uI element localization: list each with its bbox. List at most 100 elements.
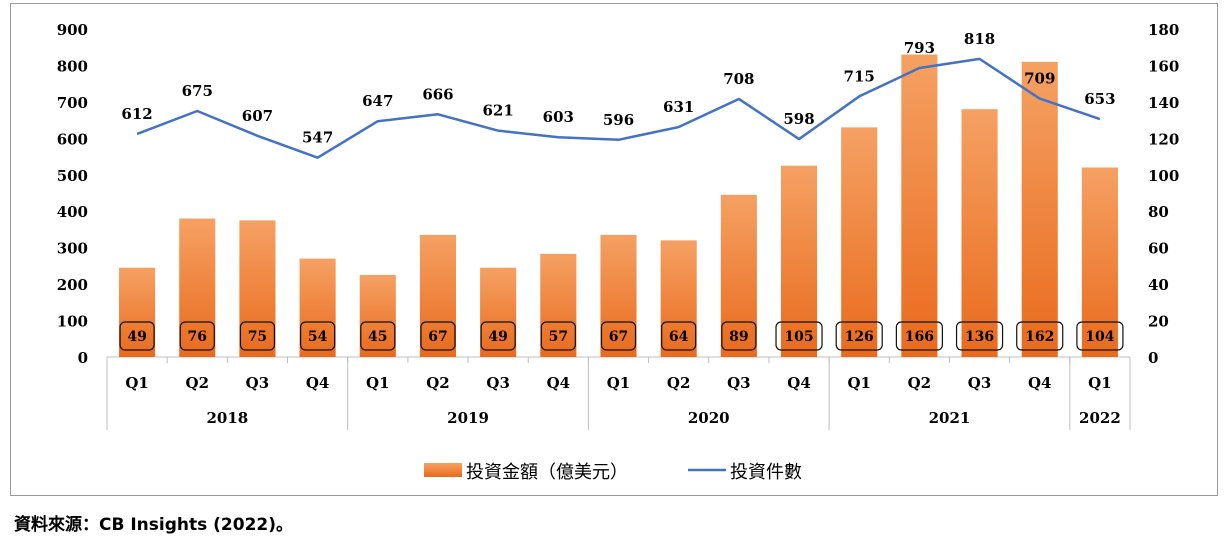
y-left-tick-label: 400 bbox=[57, 203, 88, 221]
bar-data-label-box bbox=[360, 321, 396, 351]
quarter-label: Q3 bbox=[727, 374, 751, 392]
quarter-label: Q3 bbox=[968, 374, 992, 392]
bar-data-label: 104 bbox=[1085, 329, 1114, 345]
bar-data-label-box bbox=[119, 321, 155, 351]
quarter-label: Q4 bbox=[1028, 374, 1052, 392]
bar-data-label: 162 bbox=[1025, 329, 1054, 345]
y-right-tick-label: 140 bbox=[1148, 94, 1179, 112]
quarter-label: Q1 bbox=[125, 374, 149, 392]
bar-data-label-box bbox=[480, 321, 516, 351]
bar-data-label: 76 bbox=[188, 329, 207, 345]
bar bbox=[540, 253, 577, 357]
chart-frame bbox=[10, 3, 1218, 496]
year-label: 2019 bbox=[447, 409, 489, 427]
bar-data-label: 45 bbox=[368, 329, 387, 345]
y-left-tick-label: 100 bbox=[57, 313, 88, 331]
line-data-label: 818 bbox=[964, 30, 995, 48]
line-data-label: 631 bbox=[663, 98, 694, 116]
bar-data-label: 166 bbox=[905, 329, 934, 345]
bar-data-label-box bbox=[895, 321, 943, 351]
quarter-label: Q3 bbox=[246, 374, 270, 392]
bar bbox=[1081, 167, 1118, 357]
y-right-tick-label: 180 bbox=[1148, 21, 1179, 39]
series-line bbox=[136, 57, 1101, 159]
y-left-tick-label: 700 bbox=[57, 94, 88, 112]
line-data-label: 621 bbox=[482, 102, 513, 120]
labels-layer: 612 675 607 547 647 666 621 603 596 631 708 598 715 7… bbox=[119, 30, 1124, 351]
bar-data-label-box bbox=[179, 321, 215, 351]
line-data-label: 598 bbox=[783, 110, 814, 128]
axes-layer: 0 100 200 300 400 500 600 700 800 900 0 20 40 60 80 100… bbox=[57, 21, 1179, 430]
line-data-label: 653 bbox=[1084, 90, 1115, 108]
quarter-label: Q1 bbox=[847, 374, 871, 392]
bar bbox=[720, 194, 757, 357]
line-data-label: 607 bbox=[242, 107, 273, 125]
bar-data-label: 49 bbox=[127, 329, 146, 345]
quarter-label: Q1 bbox=[1088, 374, 1112, 392]
quarter-label: Q4 bbox=[787, 374, 811, 392]
bar bbox=[239, 220, 276, 357]
line-data-label: 596 bbox=[603, 111, 634, 129]
quarter-label: Q4 bbox=[306, 374, 330, 392]
bar-data-label-box bbox=[721, 321, 757, 351]
bar-data-label: 105 bbox=[784, 329, 813, 345]
y-left-tick-label: 600 bbox=[57, 130, 88, 148]
y-left-tick-label: 900 bbox=[57, 21, 88, 39]
quarter-label: Q2 bbox=[667, 374, 691, 392]
bar bbox=[480, 267, 517, 357]
line-data-label: 715 bbox=[844, 67, 875, 85]
line-data-label: 666 bbox=[422, 85, 453, 103]
bar-data-label-box bbox=[420, 321, 456, 351]
quarter-label: Q4 bbox=[547, 374, 571, 392]
y-left-tick-label: 300 bbox=[57, 240, 88, 258]
bar bbox=[299, 258, 336, 357]
legend-line-label: 投資件數 bbox=[730, 462, 802, 483]
bar-data-label: 136 bbox=[965, 329, 994, 345]
line-layer bbox=[136, 57, 1101, 159]
bar-data-label: 64 bbox=[669, 329, 689, 345]
line-data-label: 793 bbox=[904, 39, 935, 57]
bar bbox=[119, 267, 156, 357]
bar-data-label: 126 bbox=[845, 329, 874, 345]
bar bbox=[359, 275, 396, 357]
legend-bar-swatch bbox=[424, 463, 462, 477]
bar bbox=[179, 218, 216, 357]
line-data-label: 547 bbox=[302, 129, 333, 147]
year-label: 2022 bbox=[1079, 409, 1121, 427]
bar bbox=[780, 165, 818, 357]
bars-layer bbox=[119, 54, 1118, 358]
y-right-tick-label: 100 bbox=[1148, 167, 1179, 185]
quarter-label: Q1 bbox=[607, 374, 631, 392]
y-right-tick-label: 80 bbox=[1148, 203, 1169, 221]
legend-bar-label: 投資金額（億美元） bbox=[466, 462, 628, 483]
bar-data-label: 54 bbox=[308, 329, 328, 345]
bar bbox=[1021, 61, 1058, 358]
year-label: 2021 bbox=[929, 409, 971, 427]
y-left-tick-label: 0 bbox=[78, 349, 88, 367]
quarter-label: Q3 bbox=[486, 374, 510, 392]
y-right-tick-label: 160 bbox=[1148, 57, 1179, 75]
bar-data-label-box bbox=[239, 321, 276, 351]
bar bbox=[961, 109, 998, 357]
y-right-tick-label: 60 bbox=[1148, 240, 1169, 258]
chart-svg: 0 100 200 300 400 500 600 700 800 900 0 20 40 60 80 100… bbox=[57, 21, 1180, 483]
y-right-tick-label: 20 bbox=[1148, 313, 1169, 331]
line-data-label: 708 bbox=[723, 70, 754, 88]
quarter-label: Q1 bbox=[366, 374, 390, 392]
bar-data-label-box bbox=[600, 321, 637, 351]
bar-data-label: 57 bbox=[549, 329, 568, 345]
line-data-label: 709 bbox=[1024, 70, 1055, 88]
source-note: 資料來源：CB Insights (2022)。 bbox=[14, 515, 294, 535]
bar-data-label-box bbox=[300, 321, 336, 351]
year-label: 2018 bbox=[206, 409, 248, 427]
year-label: 2020 bbox=[688, 409, 730, 427]
bar-data-label: 67 bbox=[609, 329, 628, 345]
quarter-label: Q2 bbox=[426, 374, 450, 392]
bar-data-label-box bbox=[775, 321, 823, 351]
bar bbox=[600, 234, 637, 357]
bar-data-label-box bbox=[1016, 321, 1064, 351]
line-data-label: 647 bbox=[362, 92, 393, 110]
y-left-tick-label: 800 bbox=[57, 57, 88, 75]
line-data-label: 675 bbox=[182, 82, 213, 100]
bar bbox=[901, 54, 938, 358]
